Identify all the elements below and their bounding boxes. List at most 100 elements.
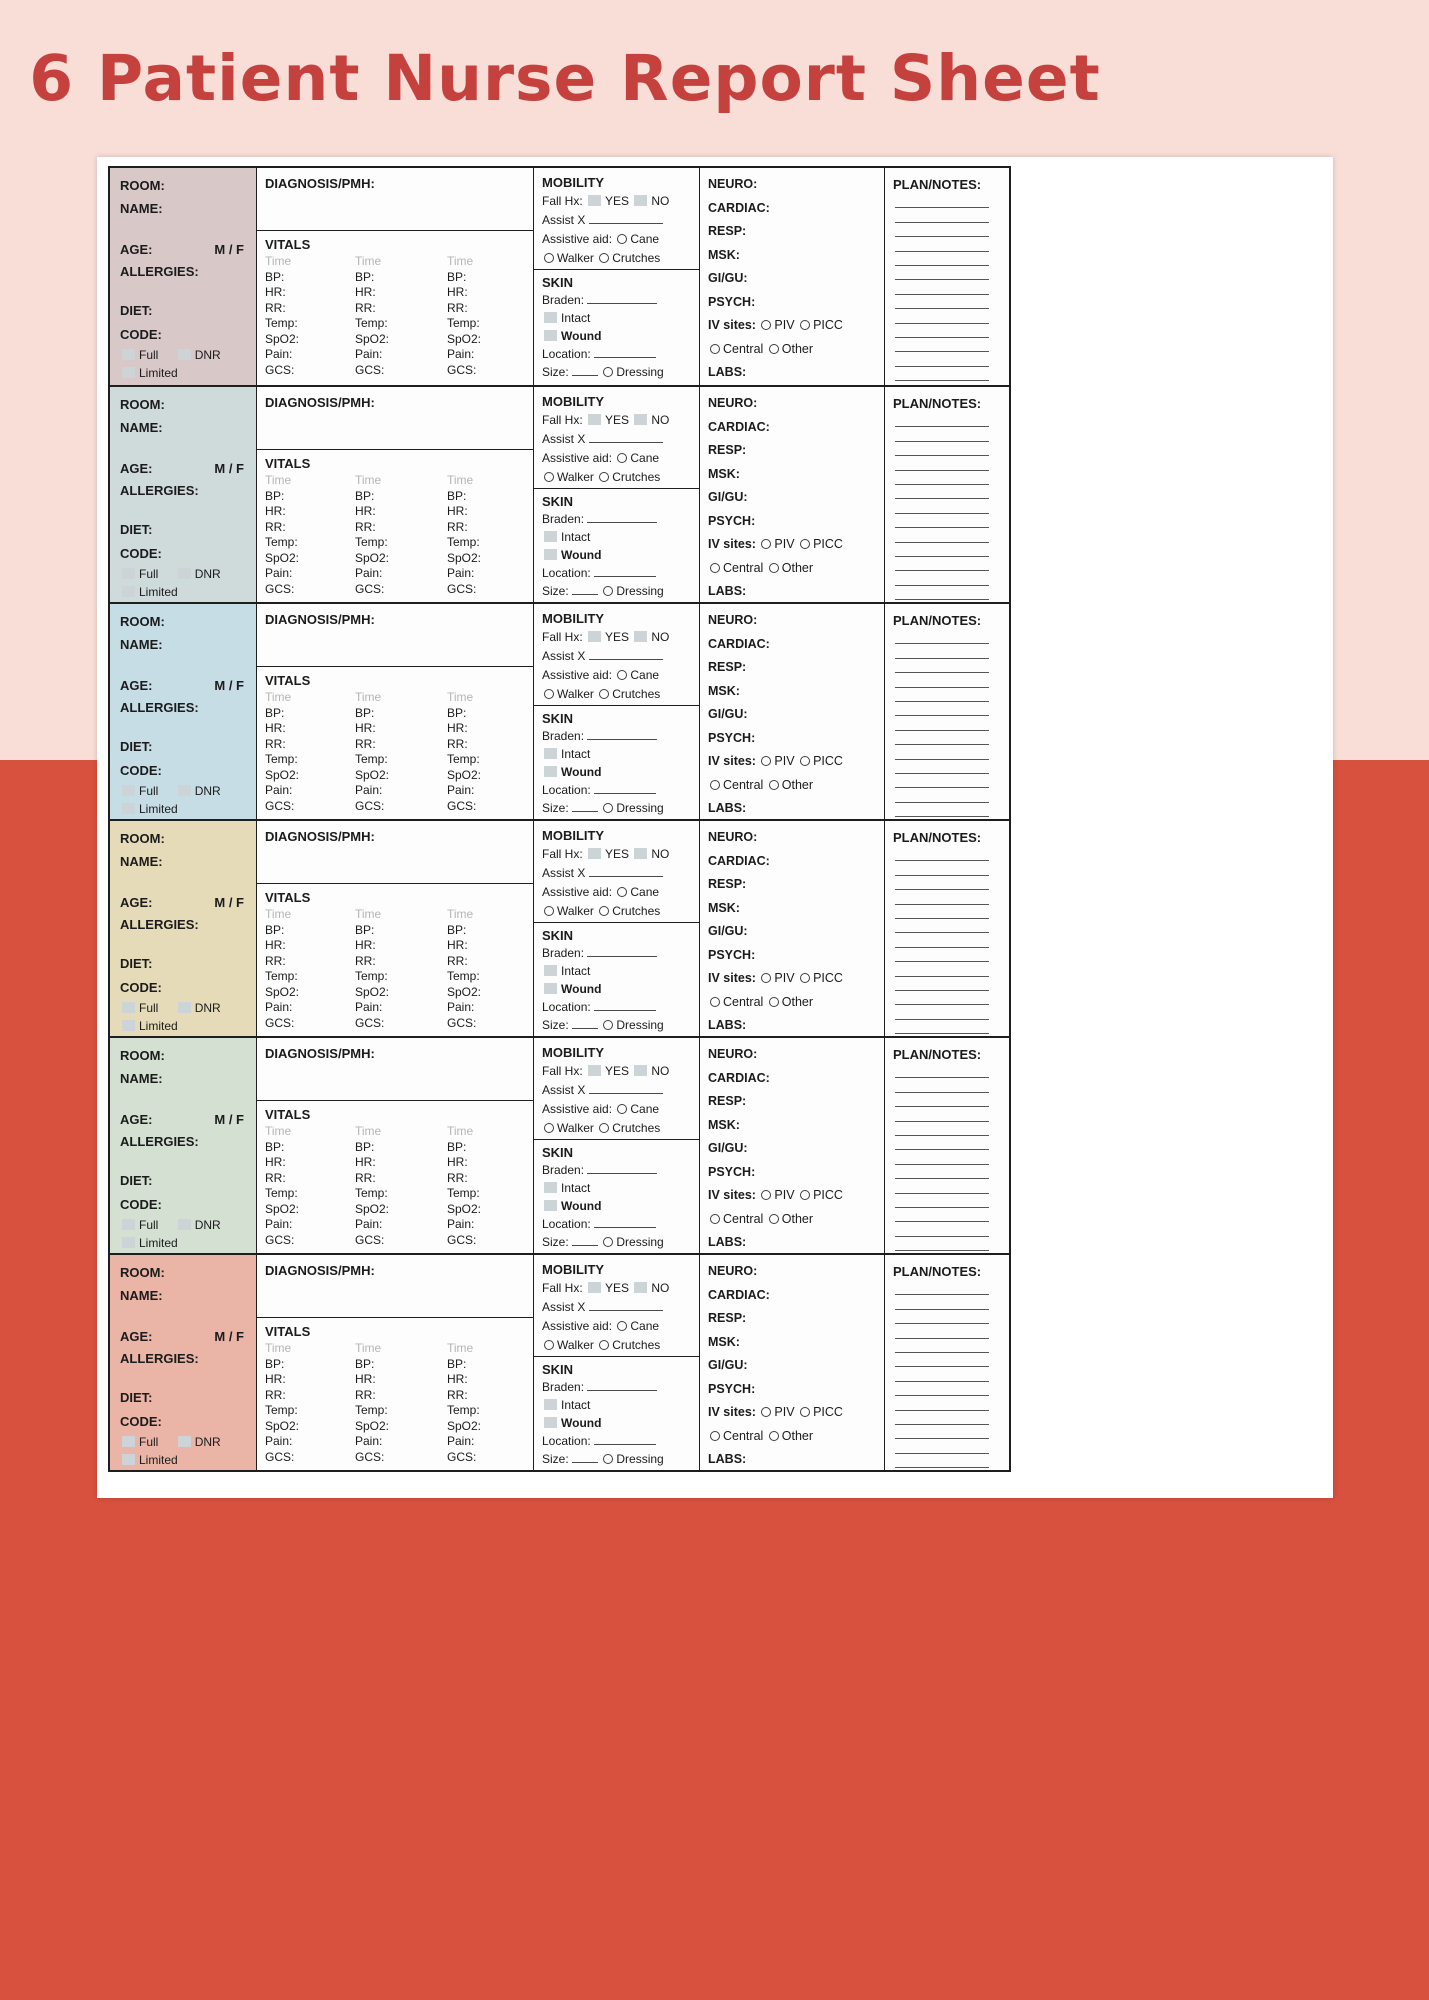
plan-notes-label: PLAN/NOTES: <box>893 830 982 845</box>
walker-crutches-line: Walker Crutches <box>542 1121 696 1136</box>
wound-label: Wound <box>561 329 602 343</box>
vitals-spo2-label: SpO2: <box>265 1201 300 1216</box>
assistive-aid-label: Assistive aid: <box>542 1319 613 1333</box>
code-limited-checkbox <box>122 1237 135 1248</box>
code-full-label: Full <box>139 567 159 581</box>
plan-blank-line <box>895 1208 989 1223</box>
intact-checkbox <box>544 965 557 976</box>
location-line: Location: <box>542 1000 696 1015</box>
labs-label: LABS: <box>708 1452 747 1466</box>
plan-blank-line <box>895 1107 989 1122</box>
plan-blank-line <box>895 499 989 514</box>
vitals-rr-label: RR: <box>265 519 286 534</box>
cardiac-label: CARDIAC: <box>708 636 770 651</box>
labs-label: LABS: <box>708 365 747 379</box>
plan-blank-line <box>895 1064 989 1079</box>
braden-line: Braden: <box>542 1380 696 1395</box>
braden-blank-line <box>587 1165 658 1174</box>
vitals-rr-label: RR: <box>447 736 468 751</box>
diagnosis-vitals-cell: DIAGNOSIS/PMH: VITALS Time BP: HR: RR: T… <box>256 387 533 602</box>
vitals-spo2-label: SpO2: <box>355 1201 390 1216</box>
vitals-spo2-label: SpO2: <box>265 331 300 346</box>
central-label: Central <box>723 1428 764 1443</box>
vitals-time-label: Time <box>447 1341 474 1355</box>
sex-label: M / F <box>214 1112 244 1127</box>
age-sex-line: AGE: M / F <box>120 895 250 910</box>
diagnosis-label: DIAGNOSIS/PMH: <box>265 612 375 627</box>
fall-hx-line: Fall Hx: YES NO <box>542 413 696 428</box>
vitals-hr-label: HR: <box>355 1372 376 1386</box>
walker-radio <box>544 472 554 482</box>
plan-blank-line <box>895 442 989 457</box>
vitals-spo2-label: SpO2: <box>355 767 390 782</box>
braden-blank-line <box>587 731 658 740</box>
vitals-temp-label: Temp: <box>265 535 298 549</box>
piv-label: PIV <box>774 318 795 332</box>
cane-label: Cane <box>630 885 660 899</box>
fall-no-checkbox <box>634 195 648 206</box>
code-options-line-1: Full DNR <box>120 784 250 798</box>
intact-label: Intact <box>561 311 591 325</box>
vitals-gcs-label: GCS: <box>265 1449 295 1464</box>
fall-yes-label: YES <box>605 847 630 861</box>
diagnosis-vitals-cell: DIAGNOSIS/PMH: VITALS Time BP: HR: RR: T… <box>256 1038 533 1253</box>
vitals-temp-label: Temp: <box>265 1403 298 1417</box>
cane-radio <box>617 670 628 680</box>
size-label: Size: <box>542 584 569 598</box>
resp-label: RESP: <box>708 1094 747 1108</box>
vitals-temp-label: Temp: <box>355 535 388 549</box>
code-limited-label: Limited <box>139 1019 178 1033</box>
sex-label: M / F <box>214 242 244 257</box>
vitals-column-3: Time BP: HR: RR: Temp: SpO2: Pain: GCS: <box>447 690 532 814</box>
walker-radio <box>544 1123 554 1133</box>
central-radio <box>710 779 720 790</box>
skin-label: SKIN <box>542 928 574 943</box>
dressing-radio <box>603 1454 614 1464</box>
vitals-bp-label: BP: <box>447 1356 467 1371</box>
fall-no-label: NO <box>651 1064 670 1078</box>
dressing-radio <box>603 367 614 377</box>
code-dnr-checkbox <box>177 785 191 796</box>
vitals-spo2-label: SpO2: <box>355 984 390 999</box>
neuro-label: NEURO: <box>708 830 758 844</box>
intact-checkbox <box>544 1399 557 1410</box>
plan-blank-line <box>895 788 989 803</box>
central-radio <box>710 1213 720 1224</box>
walker-label: Walker <box>557 470 594 484</box>
vitals-spo2-label: SpO2: <box>265 984 300 999</box>
braden-line: Braden: <box>542 1163 696 1178</box>
plan-notes-label: PLAN/NOTES: <box>893 396 982 411</box>
size-line: Size: Dressing <box>542 1452 696 1467</box>
fall-no-checkbox <box>634 1282 648 1293</box>
mobility-label: MOBILITY <box>542 1262 605 1277</box>
cane-label: Cane <box>630 232 660 246</box>
msk-label: MSK: <box>708 1117 740 1132</box>
code-dnr-label: DNR <box>194 1001 221 1015</box>
code-options-line-1: Full DNR <box>120 1001 250 1015</box>
assist-blank-line <box>588 868 663 877</box>
braden-blank-line <box>587 1382 658 1391</box>
braden-blank-line <box>587 948 658 957</box>
crutches-label: Crutches <box>612 1338 661 1352</box>
vitals-column-1: Time BP: HR: RR: Temp: SpO2: Pain: GCS: <box>265 473 355 597</box>
vitals-pain-label: Pain: <box>355 1434 383 1448</box>
size-line: Size: Dressing <box>542 801 696 816</box>
location-line: Location: <box>542 566 696 581</box>
vitals-bp-label: BP: <box>265 705 285 720</box>
fall-yes-checkbox <box>588 414 602 425</box>
assistive-aid-line: Assistive aid: Cane <box>542 668 696 683</box>
vitals-pain-label: Pain: <box>447 1217 475 1231</box>
plan-blank-line <box>895 847 989 862</box>
plan-blank-line <box>895 1439 989 1454</box>
systems-cell: NEURO: CARDIAC: RESP: MSK: GI/GU: PSYCH:… <box>699 1038 884 1253</box>
mobility-section: MOBILITY Fall Hx: YES NO Assist X Assist… <box>534 168 699 270</box>
fall-no-checkbox <box>634 1065 648 1076</box>
vitals-bp-label: BP: <box>265 1139 285 1154</box>
cardiac-label: CARDIAC: <box>708 1070 770 1085</box>
central-label: Central <box>723 777 764 792</box>
location-line: Location: <box>542 1217 696 1232</box>
code-dnr-label: DNR <box>194 1218 221 1232</box>
vitals-bp-label: BP: <box>447 922 467 937</box>
wound-checkbox <box>544 549 557 560</box>
assist-label: Assist X <box>542 866 586 880</box>
